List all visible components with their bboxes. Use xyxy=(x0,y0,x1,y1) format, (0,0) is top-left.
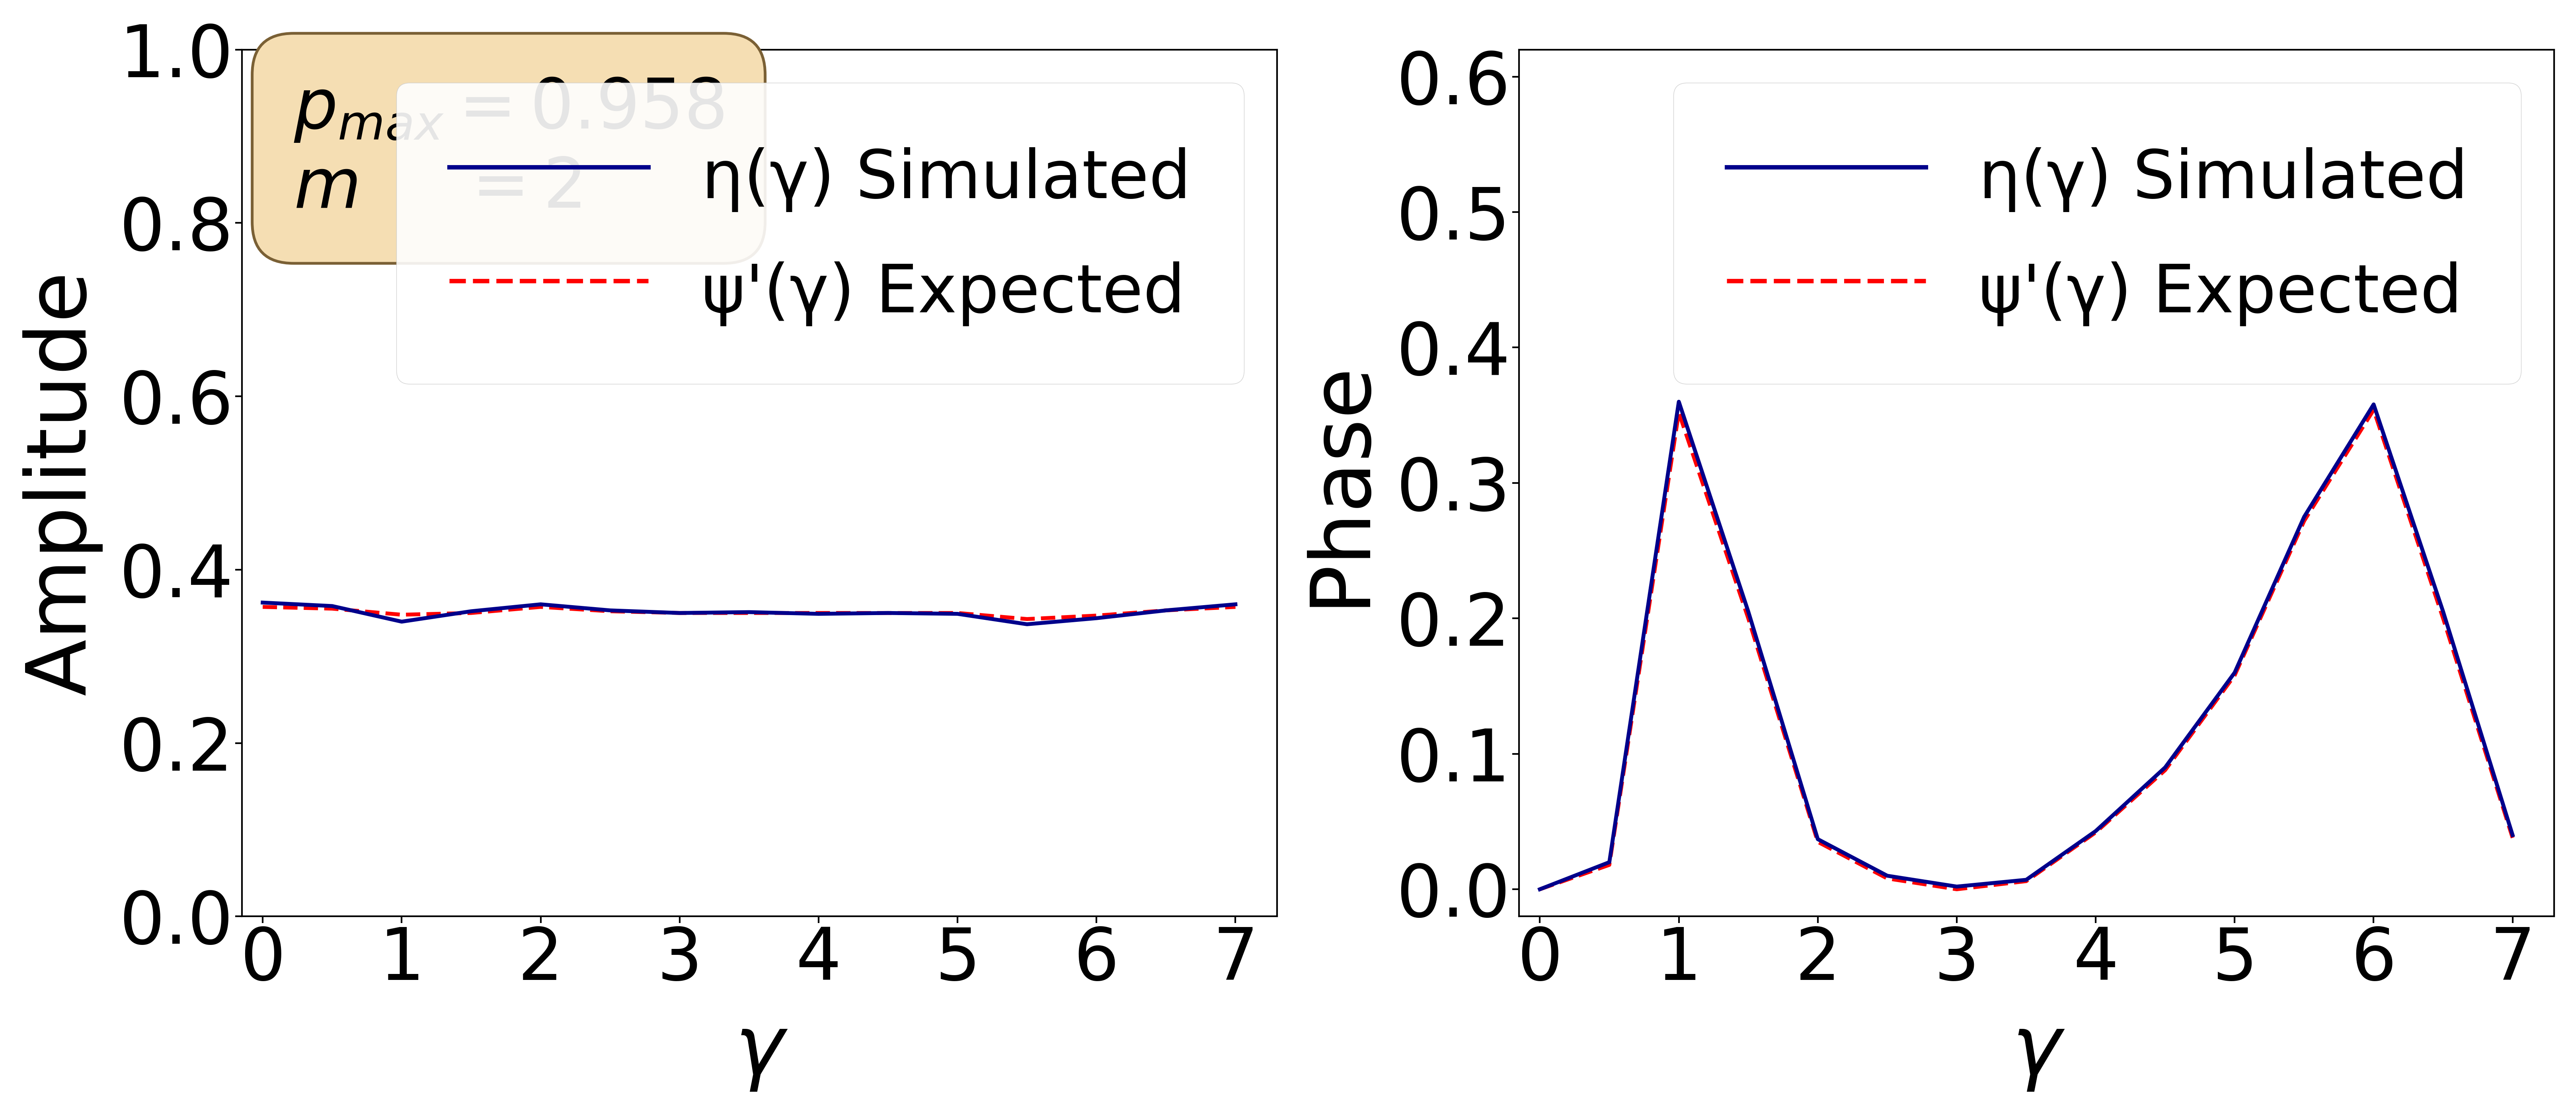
X-axis label: γ: γ xyxy=(2012,1012,2061,1092)
Text: $p_{max} = 0.958$
$m \quad\;\, = 2$: $p_{max} = 0.958$ $m \quad\;\, = 2$ xyxy=(294,76,724,222)
Legend: η(γ) Simulated, ψ'(γ) Expected: η(γ) Simulated, ψ'(γ) Expected xyxy=(397,82,1244,383)
Y-axis label: Phase: Phase xyxy=(1298,359,1378,607)
Legend: η(γ) Simulated, ψ'(γ) Expected: η(γ) Simulated, ψ'(γ) Expected xyxy=(1674,82,2522,383)
Y-axis label: Amplitude: Amplitude xyxy=(23,271,103,695)
X-axis label: γ: γ xyxy=(734,1012,783,1092)
